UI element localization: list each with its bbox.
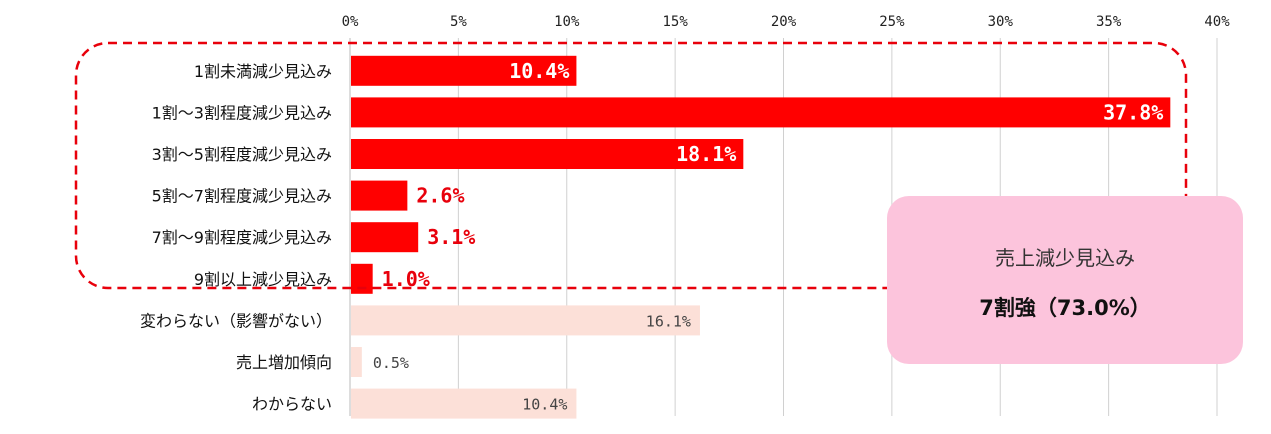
data-label: 2.6% <box>416 184 464 208</box>
data-label: 37.8% <box>1103 100 1163 124</box>
category-label: 7割～9割程度減少見込み <box>152 228 332 247</box>
category-label: 3割～5割程度減少見込み <box>152 145 332 164</box>
bar <box>351 347 362 377</box>
x-tick-label: 35% <box>1096 14 1122 30</box>
summary-callout: 売上減少見込み 7割強（73.0%） <box>887 196 1243 364</box>
category-label: 5割～7割程度減少見込み <box>152 187 332 206</box>
category-labels: 1割未満減少見込み 1割～3割程度減少見込み 3割～5割程度減少見込み 5割～7割程度… <box>140 62 332 414</box>
data-labels: 10.4%37.8%18.1%2.6%3.1%1.0%16.1%0.5%10.4… <box>373 59 1163 414</box>
x-tick-label: 30% <box>988 14 1014 30</box>
x-tick-label: 5% <box>450 14 467 30</box>
category-label: 変わらない（影響がない） <box>140 311 332 330</box>
bar <box>351 388 577 419</box>
category-label: わからない <box>252 395 332 414</box>
category-label: 1割未満減少見込み <box>194 62 332 81</box>
data-label: 10.4% <box>509 59 569 83</box>
callout-value: 7割強（73.0%） <box>979 296 1151 320</box>
category-label: 売上増加傾向 <box>236 353 332 372</box>
data-label: 18.1% <box>676 142 736 166</box>
bar <box>351 305 700 336</box>
bar <box>351 263 373 294</box>
bar <box>351 222 419 253</box>
callout-title: 売上減少見込み <box>995 246 1135 270</box>
decrease-group-outline <box>74 41 1188 290</box>
category-label: 1割～3割程度減少見込み <box>152 103 332 122</box>
x-tick-label: 40% <box>1204 14 1230 30</box>
bar <box>351 139 744 169</box>
bars <box>351 55 1171 419</box>
x-tick-label: 20% <box>771 14 797 30</box>
x-tick-label: 15% <box>662 14 688 30</box>
data-label: 3.1% <box>427 225 475 249</box>
bar <box>351 55 577 86</box>
bar <box>351 180 408 211</box>
x-tick-label: 10% <box>554 14 580 30</box>
category-label: 9割以上減少見込み <box>194 270 332 289</box>
x-axis-ticks: 0% 5% 10% 15% 20% 25% 30% 35% 40% <box>342 14 1231 30</box>
data-label: 10.4% <box>522 396 567 414</box>
data-label: 16.1% <box>646 312 691 330</box>
data-label: 0.5% <box>373 354 409 372</box>
x-tick-label: 25% <box>879 14 905 30</box>
x-tick-label: 0% <box>342 14 359 30</box>
bar <box>351 97 1171 128</box>
